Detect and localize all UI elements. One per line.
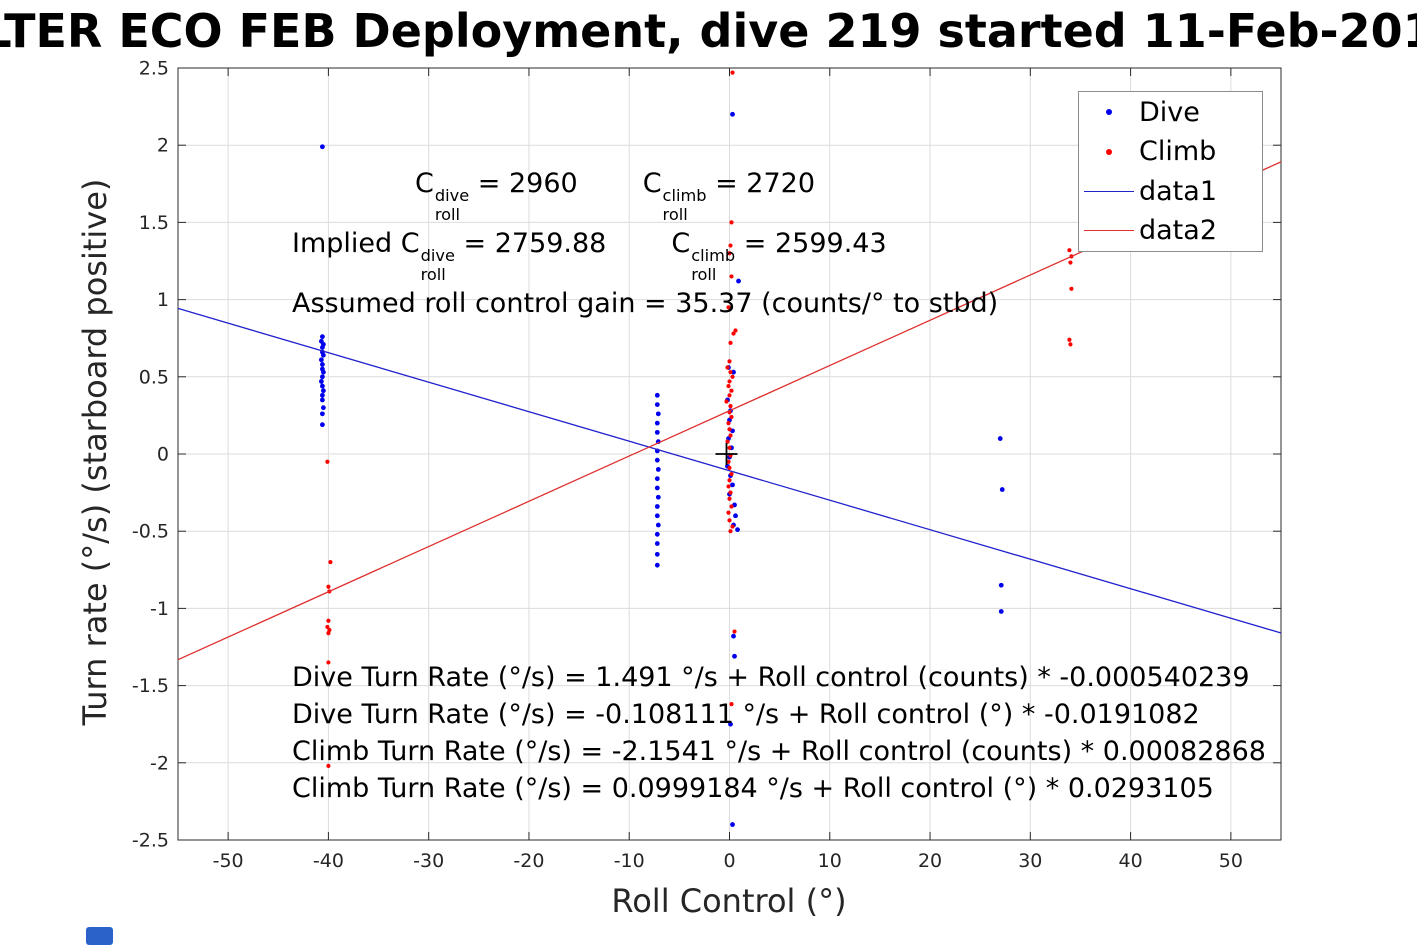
c-sub: roll [434, 204, 461, 224]
fit-equations: Dive Turn Rate (°/s) = 1.491 °/s + Roll … [292, 659, 1266, 807]
svg-text:-20: -20 [513, 850, 544, 872]
svg-text:-1: -1 [150, 598, 169, 620]
c-sup: dive [420, 245, 455, 265]
data1-line-icon [1079, 190, 1139, 192]
svg-text:-10: -10 [614, 850, 645, 872]
legend-label-data1: data1 [1139, 175, 1217, 207]
c-sub: roll [691, 264, 717, 284]
legend-label-dive: Dive [1139, 96, 1200, 128]
svg-text:-40: -40 [313, 850, 344, 872]
implied-prefix: Implied [292, 228, 401, 259]
svg-text:-30: -30 [413, 850, 444, 872]
svg-text:1: 1 [157, 289, 169, 311]
c-sup: dive [434, 185, 470, 205]
legend-entry-climb: Climb [1079, 133, 1262, 171]
svg-text:-2.5: -2.5 [132, 830, 169, 852]
c-base: C [400, 228, 420, 259]
taskbar-icon[interactable] [86, 927, 113, 945]
c-roll-dive-value: = 2960 [469, 168, 578, 199]
svg-text:-2: -2 [150, 752, 169, 774]
svg-text:-1.5: -1.5 [132, 675, 169, 697]
svg-text:0: 0 [157, 444, 169, 466]
climb-marker-icon [1079, 148, 1139, 155]
implied-c-roll-dive-value: = 2759.88 [454, 228, 607, 259]
figure-title-wrap: LTER ECO FEB Deployment, dive 219 starte… [0, 0, 1417, 62]
figure-title: LTER ECO FEB Deployment, dive 219 starte… [0, 4, 1417, 58]
fit-equation-climb-degrees: Climb Turn Rate (°/s) = 0.0999184 °/s + … [292, 773, 1214, 804]
c-supsub: climb roll [691, 245, 736, 284]
c-sup: climb [691, 245, 736, 265]
legend-label-climb: Climb [1139, 136, 1217, 168]
svg-text:2.5: 2.5 [139, 58, 169, 80]
svg-text:1.5: 1.5 [139, 212, 169, 234]
legend-entry-data2: data2 [1079, 212, 1262, 250]
dive-marker-icon [1079, 109, 1139, 116]
c-supsub: climb roll [662, 185, 707, 224]
svg-text:10: 10 [818, 850, 842, 872]
legend: Dive Climb data1 data2 [1078, 91, 1263, 252]
fit-equation-dive-degrees: Dive Turn Rate (°/s) = -0.108111 °/s + R… [292, 699, 1200, 730]
implied-c-roll-climb-value: = 2599.43 [735, 228, 887, 259]
c-base: C [415, 168, 434, 199]
svg-text:-0.5: -0.5 [132, 521, 169, 543]
fit-equation-dive-counts: Dive Turn Rate (°/s) = 1.491 °/s + Roll … [292, 662, 1250, 693]
c-roll-climb-value: = 2720 [706, 168, 816, 199]
svg-text:2: 2 [157, 135, 169, 157]
svg-text:20: 20 [918, 850, 942, 872]
c-base: C [642, 168, 662, 199]
c-sub: roll [662, 204, 688, 224]
c-supsub: dive roll [420, 245, 455, 284]
fit-equation-climb-counts: Climb Turn Rate (°/s) = -2.1541 °/s + Ro… [292, 736, 1266, 767]
svg-text:40: 40 [1118, 850, 1142, 872]
svg-text:0: 0 [723, 850, 735, 872]
c-sup: climb [662, 185, 707, 205]
svg-text:30: 30 [1018, 850, 1042, 872]
c-sub: roll [420, 264, 446, 284]
svg-text:50: 50 [1219, 850, 1243, 872]
legend-entry-dive: Dive [1079, 93, 1262, 131]
svg-text:-50: -50 [213, 850, 244, 872]
data2-line-icon [1079, 230, 1139, 232]
svg-text:0.5: 0.5 [139, 366, 169, 388]
x-axis-label: Roll Control (°) [611, 882, 847, 920]
legend-label-data2: data2 [1139, 215, 1217, 247]
c-supsub: dive roll [434, 185, 470, 224]
legend-entry-data1: data1 [1079, 172, 1262, 210]
annotation-gain-line: Assumed roll control gain = 35.37 (count… [292, 288, 999, 319]
c-base: C [671, 228, 691, 259]
y-axis-label: Turn rate (°/s) (starboard positive) [76, 178, 114, 726]
